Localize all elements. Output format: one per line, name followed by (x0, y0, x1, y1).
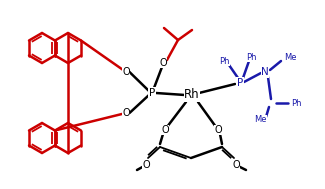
Text: Me: Me (254, 115, 266, 125)
Text: O: O (161, 125, 169, 135)
Text: Rh: Rh (184, 88, 200, 101)
Text: P: P (237, 78, 243, 88)
Text: O: O (159, 58, 167, 68)
Text: O: O (232, 160, 240, 170)
Text: O: O (122, 108, 130, 118)
Text: Ph: Ph (219, 57, 229, 66)
Text: P: P (149, 88, 155, 98)
Text: O: O (214, 125, 222, 135)
Text: N: N (261, 67, 269, 77)
Text: O: O (122, 67, 130, 77)
Text: Ph: Ph (246, 53, 256, 61)
Text: O: O (142, 160, 150, 170)
Text: Ph: Ph (291, 98, 301, 108)
Text: Me: Me (284, 53, 296, 63)
